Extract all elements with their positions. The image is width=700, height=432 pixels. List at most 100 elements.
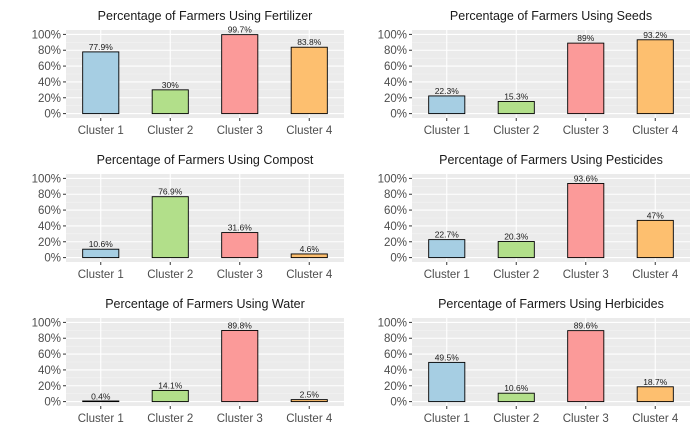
- x-tick-label: Cluster 2: [493, 125, 539, 137]
- x-tick-label: Cluster 2: [147, 413, 193, 425]
- panel-6: Percentage of Farmers Using Herbicides 0%…: [378, 297, 690, 425]
- y-tick-label: 100%: [378, 173, 407, 185]
- y-tick-label: 60%: [38, 349, 61, 361]
- bar: [497, 241, 535, 259]
- x-tick-label: Cluster 3: [217, 269, 263, 281]
- bar: [636, 219, 674, 259]
- bar: [290, 46, 328, 115]
- x-tick-label: Cluster 1: [78, 413, 124, 425]
- bar: [82, 51, 120, 115]
- data-label: 31.6%: [228, 223, 253, 233]
- y-tick-label: 100%: [378, 29, 407, 41]
- bar: [221, 232, 259, 259]
- bar: [636, 386, 674, 403]
- y-tick-label: 80%: [38, 45, 61, 57]
- data-label: 77.9%: [89, 42, 114, 52]
- x-tick-label: Cluster 4: [286, 413, 333, 425]
- panel-5: Percentage of Farmers Using Water 0% 20% 40…: [32, 297, 344, 425]
- data-label: 99.7%: [228, 25, 253, 35]
- x-tick-label: Cluster 4: [632, 413, 679, 425]
- x-tick-label: Cluster 3: [563, 269, 609, 281]
- y-tick-label: 20%: [384, 237, 407, 249]
- y-tick-label: 40%: [38, 221, 61, 233]
- y-tick-label: 80%: [384, 333, 407, 345]
- y-tick-label: 40%: [384, 365, 407, 377]
- data-label: 89%: [577, 33, 594, 43]
- bar: [151, 389, 189, 403]
- x-tick-label: Cluster 3: [217, 125, 263, 137]
- bar: [151, 89, 189, 115]
- y-tick-label: 40%: [38, 77, 61, 89]
- bar: [82, 248, 120, 259]
- data-label: 93.6%: [574, 173, 599, 183]
- bar: [221, 34, 259, 115]
- y-tick-label: 80%: [38, 333, 61, 345]
- bar: [636, 39, 674, 115]
- panel-3: Percentage of Farmers Using Compost 0% 20%…: [32, 153, 344, 281]
- data-label: 76.9%: [158, 187, 183, 197]
- bar: [497, 392, 535, 403]
- panel-title: Percentage of Farmers Using Herbicides: [438, 297, 664, 311]
- y-tick-label: 60%: [384, 205, 407, 217]
- data-label: 22.7%: [435, 230, 460, 240]
- data-label: 47%: [647, 210, 664, 220]
- y-tick-label: 60%: [38, 61, 61, 73]
- data-label: 0.4%: [91, 391, 111, 401]
- y-tick-label: 60%: [384, 349, 407, 361]
- data-label: 83.8%: [297, 37, 322, 47]
- y-tick-label: 0%: [390, 253, 407, 265]
- x-tick-label: Cluster 4: [632, 125, 679, 137]
- x-tick-label: Cluster 1: [78, 269, 124, 281]
- data-label: 4.6%: [300, 244, 320, 254]
- bar: [497, 101, 535, 115]
- panel-2: Percentage of Farmers Using Seeds 0% 20% 40…: [378, 9, 690, 137]
- x-tick-label: Cluster 4: [286, 125, 333, 137]
- panel-4: Percentage of Farmers Using Pesticides 0%…: [378, 153, 690, 281]
- x-tick-label: Cluster 2: [493, 269, 539, 281]
- bar: [428, 361, 466, 403]
- bar: [290, 253, 328, 259]
- y-tick-label: 0%: [44, 397, 61, 409]
- bar: [567, 42, 605, 115]
- panel-title: Percentage of Farmers Using Fertilizer: [98, 9, 313, 23]
- y-tick-label: 100%: [32, 173, 61, 185]
- x-tick-label: Cluster 1: [424, 269, 470, 281]
- y-tick-label: 40%: [38, 365, 61, 377]
- bar: [82, 400, 120, 403]
- x-tick-label: Cluster 2: [147, 125, 193, 137]
- y-tick-label: 20%: [38, 237, 61, 249]
- bar: [428, 239, 466, 259]
- data-label: 20.3%: [504, 232, 529, 242]
- bar: [151, 196, 189, 259]
- bar: [567, 330, 605, 403]
- x-tick-label: Cluster 3: [217, 413, 263, 425]
- y-tick-label: 80%: [38, 189, 61, 201]
- y-tick-label: 40%: [384, 77, 407, 89]
- x-tick-label: Cluster 1: [424, 413, 470, 425]
- data-label: 10.6%: [89, 239, 114, 249]
- x-tick-label: Cluster 3: [563, 125, 609, 137]
- data-label: 15.3%: [504, 91, 529, 101]
- x-tick-label: Cluster 1: [424, 125, 470, 137]
- data-label: 93.2%: [643, 30, 668, 40]
- data-label: 14.1%: [158, 380, 183, 390]
- y-tick-label: 20%: [384, 93, 407, 105]
- x-tick-label: Cluster 3: [563, 413, 609, 425]
- data-label: 22.3%: [435, 86, 460, 96]
- y-tick-label: 20%: [384, 381, 407, 393]
- x-tick-label: Cluster 2: [493, 413, 539, 425]
- x-tick-label: Cluster 4: [632, 269, 679, 281]
- panel-title: Percentage of Farmers Using Seeds: [450, 9, 652, 23]
- y-tick-label: 40%: [384, 221, 407, 233]
- panel-title: Percentage of Farmers Using Pesticides: [439, 153, 663, 167]
- panel-title: Percentage of Farmers Using Compost: [97, 153, 314, 167]
- x-tick-label: Cluster 4: [286, 269, 333, 281]
- data-label: 89.6%: [574, 321, 599, 331]
- panel-title: Percentage of Farmers Using Water: [105, 297, 305, 311]
- y-tick-label: 100%: [32, 317, 61, 329]
- bar: [290, 399, 328, 403]
- y-tick-label: 100%: [32, 29, 61, 41]
- y-tick-label: 100%: [378, 317, 407, 329]
- data-label: 89.8%: [228, 320, 253, 330]
